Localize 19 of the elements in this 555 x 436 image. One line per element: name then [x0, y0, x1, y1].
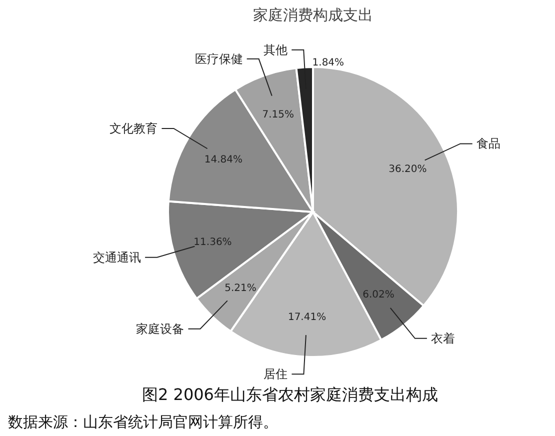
source-note: 数据来源：山东省统计局官网计算所得。: [8, 413, 278, 431]
slice-label: 居住: [264, 367, 288, 382]
slice-label: 衣着: [430, 331, 455, 346]
slice-label: 食品: [476, 136, 500, 151]
data-label: 36.20%: [388, 164, 427, 176]
chart-title: 家庭消费构成支出: [253, 6, 373, 24]
slice-label: 交通通讯: [93, 250, 142, 264]
slice-label: 其他: [264, 42, 288, 57]
data-label: 6.02%: [362, 289, 394, 300]
data-label: 7.15%: [262, 110, 294, 121]
data-label: 1.84%: [312, 57, 344, 68]
data-label: 17.41%: [288, 312, 326, 324]
slice-label: 家庭设备: [136, 322, 184, 336]
data-label: 14.84%: [204, 154, 243, 166]
slice-label: 医疗保健: [194, 52, 243, 66]
data-label: 5.21%: [224, 283, 256, 294]
slice-label: 文化教育: [110, 122, 158, 136]
caption: 图2 2006年山东省农村家庭消费支出构成: [142, 385, 438, 404]
data-label: 11.36%: [194, 237, 232, 248]
